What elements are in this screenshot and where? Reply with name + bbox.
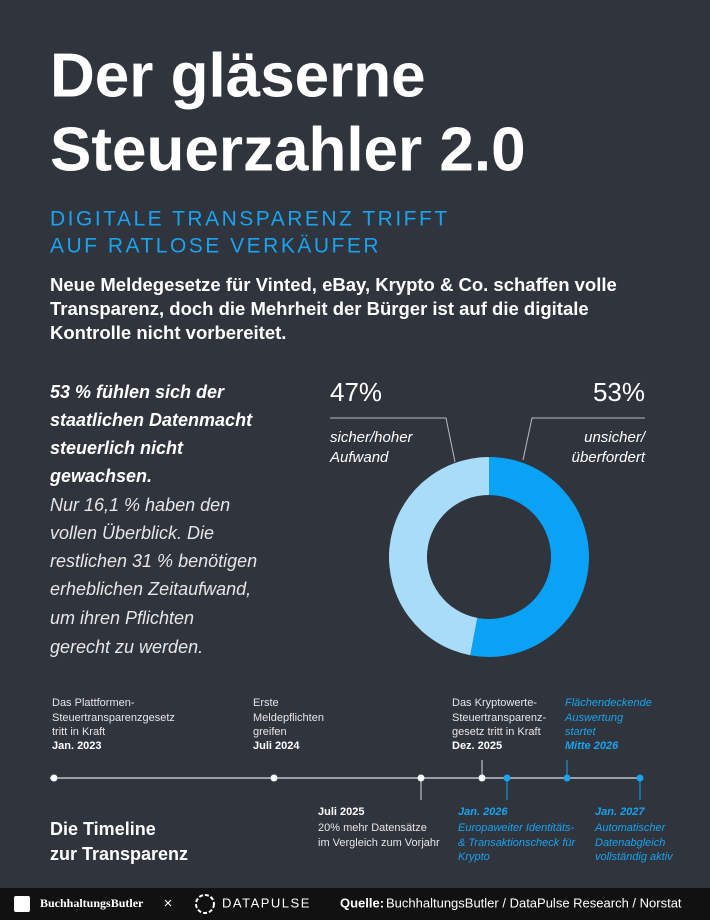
- donut-slice: [389, 457, 489, 656]
- highlight-text: erheblichen Zeitaufwand,: [50, 579, 251, 599]
- event-text: Steuertransparenzgesetz: [52, 712, 175, 724]
- highlight-bold: 53 % fühlen sich der: [50, 382, 225, 402]
- intro: Kontrolle nicht vorbereitet.: [50, 322, 286, 343]
- event-text: & Transaktionscheck für: [458, 837, 577, 849]
- subtitle: AUF RATLOSE VERKÄUFER: [50, 235, 381, 258]
- highlight-text: um ihren Pflichten: [50, 608, 194, 628]
- logo: BuchhaltungsButler: [40, 896, 144, 910]
- highlight-bold: steuerlich nicht: [50, 438, 184, 458]
- timeline-dot: [478, 774, 486, 782]
- highlight-text: vollen Überblick. Die: [50, 523, 214, 543]
- title: Der gläserne: [50, 41, 426, 110]
- intro: Transparenz, doch die Mehrheit der Bürge…: [50, 298, 589, 319]
- event-date: Jan. 2023: [52, 740, 102, 752]
- logo: DATAPULSE: [222, 895, 311, 910]
- logo-icon: [195, 894, 215, 914]
- timeline-dot: [270, 774, 278, 782]
- value-label: 53%: [593, 377, 645, 407]
- event-text: greifen: [253, 726, 287, 738]
- value-label: 47%: [330, 377, 382, 407]
- source: BuchhaltungsButler / DataPulse Research …: [386, 895, 682, 910]
- timeline-dot: [503, 774, 511, 782]
- event-date: Dez. 2025: [452, 740, 502, 752]
- event-text: Datenabgleich: [595, 837, 665, 849]
- highlight-bold: gewachsen.: [49, 466, 152, 486]
- timeline-title: zur Transparenz: [50, 844, 188, 864]
- category-label: unsicher/überfordert: [572, 429, 647, 466]
- event-text: gesetz tritt in Kraft: [452, 726, 541, 738]
- event-text: Steuertransparenz-: [452, 712, 546, 724]
- timeline-dot: [417, 774, 425, 782]
- separator: ×: [164, 895, 173, 912]
- event-text: Meldepflichten: [253, 712, 324, 724]
- event-text: Das Plattformen-: [52, 697, 135, 709]
- category-label: sicher/hoher Aufwand: [329, 429, 414, 466]
- timeline-dot: [50, 774, 58, 782]
- event-text: Das Kryptowerte-: [452, 697, 537, 709]
- timeline-dot: [636, 774, 644, 782]
- donut-slice: [470, 457, 590, 657]
- timeline-dot: [563, 774, 571, 782]
- donut-chart: 47% sicher/hoher Aufwand 53% unsicher/überfo…: [329, 377, 647, 657]
- event-date: Jan. 2026: [458, 806, 508, 818]
- highlight-text: gerecht zu werden.: [50, 637, 203, 657]
- highlight-bold: staatlichen Datenmacht: [50, 410, 253, 430]
- event-date: Jan. 2027: [595, 806, 645, 818]
- event-text: vollständig aktiv: [595, 851, 674, 863]
- source-label: Quelle:: [340, 895, 384, 910]
- timeline-title: Die Timeline: [50, 819, 156, 839]
- event-date: Juli 2025: [318, 806, 364, 818]
- leader-line: [522, 417, 645, 461]
- event-text: Auswertung: [564, 712, 624, 724]
- title: Steuerzahler 2.0: [50, 115, 526, 184]
- intro: Neue Meldegesetze für Vinted, eBay, Kryp…: [50, 274, 617, 295]
- event-text: Automatischer: [594, 822, 667, 834]
- event-text: 20% mehr Datensätze: [318, 822, 427, 834]
- subtitle: DIGITALE TRANSPARENZ TRIFFT: [50, 208, 450, 231]
- highlight-text: restlichen 31 % benötigen: [50, 551, 257, 571]
- footer: [0, 888, 710, 920]
- event-text: Europaweiter Identitäts-: [458, 822, 575, 834]
- event-text: tritt in Kraft: [52, 726, 105, 738]
- event-text: Flächendeckende: [565, 697, 652, 709]
- event-text: startet: [565, 726, 597, 738]
- logo-icon: [14, 896, 30, 912]
- event-date: Juli 2024: [253, 740, 300, 752]
- event-text: Krypto: [458, 851, 490, 863]
- event-date: Mitte 2026: [565, 740, 619, 752]
- leader-line: [330, 417, 456, 463]
- event-text: Erste: [253, 697, 279, 709]
- highlight-text: Nur 16,1 % haben den: [50, 495, 230, 515]
- event-text: im Vergleich zum Vorjahr: [318, 837, 440, 849]
